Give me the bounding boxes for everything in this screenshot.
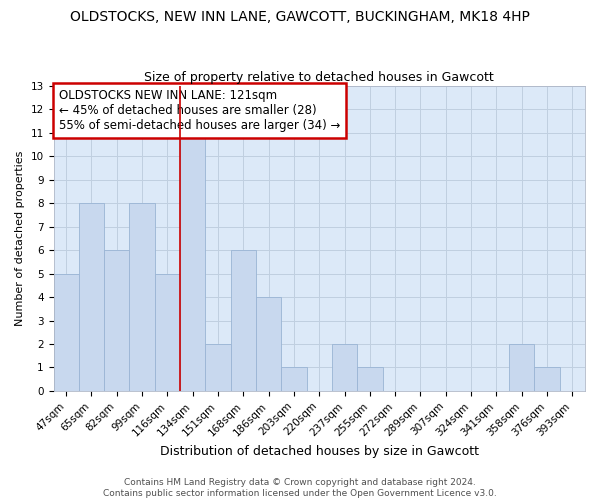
- Text: OLDSTOCKS NEW INN LANE: 121sqm
← 45% of detached houses are smaller (28)
55% of : OLDSTOCKS NEW INN LANE: 121sqm ← 45% of …: [59, 88, 340, 132]
- Bar: [535, 368, 560, 391]
- Bar: [79, 203, 104, 391]
- Bar: [53, 274, 79, 391]
- Bar: [205, 344, 230, 391]
- Bar: [230, 250, 256, 391]
- Bar: [332, 344, 357, 391]
- X-axis label: Distribution of detached houses by size in Gawcott: Distribution of detached houses by size …: [160, 444, 479, 458]
- Bar: [281, 368, 307, 391]
- Bar: [256, 297, 281, 391]
- Bar: [180, 132, 205, 391]
- Bar: [104, 250, 130, 391]
- Text: OLDSTOCKS, NEW INN LANE, GAWCOTT, BUCKINGHAM, MK18 4HP: OLDSTOCKS, NEW INN LANE, GAWCOTT, BUCKIN…: [70, 10, 530, 24]
- Text: Contains HM Land Registry data © Crown copyright and database right 2024.
Contai: Contains HM Land Registry data © Crown c…: [103, 478, 497, 498]
- Bar: [130, 203, 155, 391]
- Y-axis label: Number of detached properties: Number of detached properties: [15, 150, 25, 326]
- Bar: [509, 344, 535, 391]
- Title: Size of property relative to detached houses in Gawcott: Size of property relative to detached ho…: [145, 72, 494, 85]
- Bar: [357, 368, 383, 391]
- Bar: [155, 274, 180, 391]
